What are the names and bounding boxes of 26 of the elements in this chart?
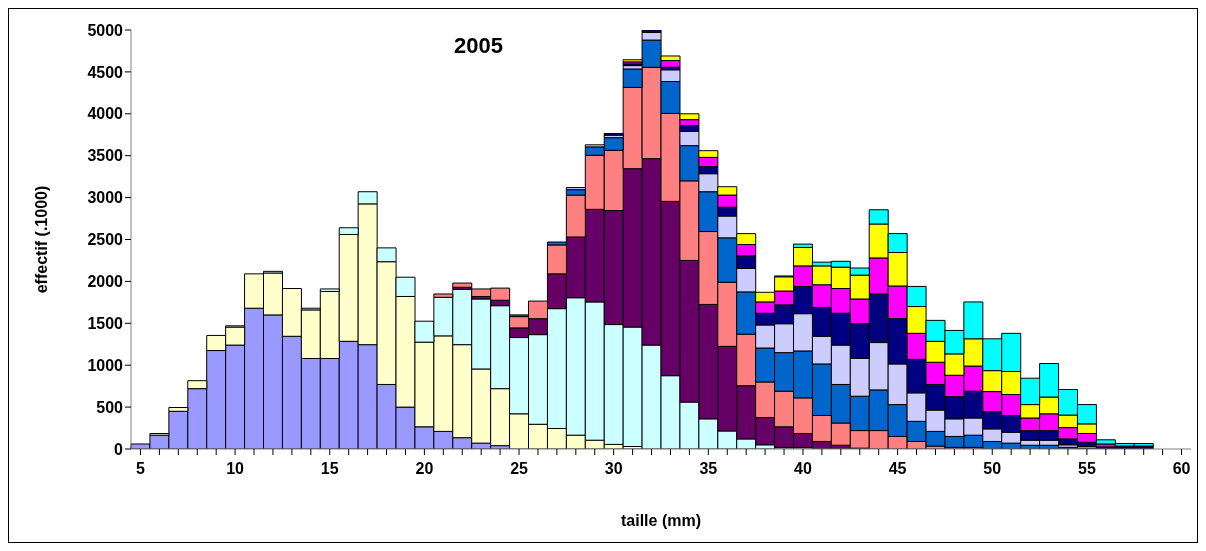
x-tick-label: 55 (1077, 460, 1096, 478)
y-tick-label: 500 (96, 398, 124, 416)
y-tick-label: 1500 (87, 314, 124, 332)
x-tick-label: 40 (794, 460, 812, 478)
x-tick-label: 60 (1172, 460, 1191, 478)
x-tick-label: 5 (136, 460, 146, 478)
x-tick-label: 20 (415, 460, 434, 478)
y-tick-label: 3000 (87, 189, 124, 207)
y-tick-label: 4500 (87, 63, 124, 81)
x-tick-label: 35 (699, 460, 718, 478)
y-tick-label: 0 (114, 440, 124, 458)
x-axis-title: taille (mm) (620, 512, 702, 529)
y-axis-title: effectif (.1000) (32, 185, 50, 294)
y-tick-label: 1000 (87, 356, 124, 374)
x-tick-label: 45 (888, 460, 907, 478)
x-tick-label: 15 (320, 460, 339, 478)
y-tick-label: 4000 (87, 105, 124, 123)
y-tick-label: 3500 (87, 147, 124, 165)
x-tick-label: 10 (226, 460, 245, 478)
y-tick-label: 5000 (87, 21, 124, 39)
chart-title: 2005 (454, 33, 503, 59)
x-tick-label: 30 (604, 460, 623, 478)
y-tick-label: 2500 (87, 231, 124, 249)
x-tick-label: 50 (983, 460, 1002, 478)
y-tick-label: 2000 (87, 273, 124, 291)
x-tick-label: 25 (510, 460, 529, 478)
